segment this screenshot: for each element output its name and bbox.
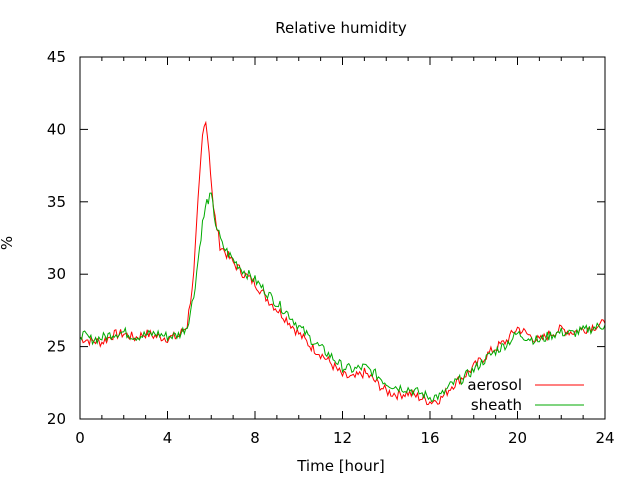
y-tick-label: 35 bbox=[47, 193, 66, 211]
chart-title: Relative humidity bbox=[275, 19, 407, 37]
x-tick-label: 12 bbox=[333, 429, 352, 447]
legend: aerosol sheath bbox=[467, 376, 584, 414]
y-tick-label: 25 bbox=[47, 338, 66, 356]
y-axis-label: % bbox=[0, 236, 16, 250]
x-tick-label: 16 bbox=[420, 429, 439, 447]
axis-ticks bbox=[79, 56, 606, 420]
y-tick-label: 45 bbox=[47, 48, 66, 66]
y-tick-label: 20 bbox=[47, 410, 66, 428]
y-tick-label: 40 bbox=[47, 120, 66, 138]
x-axis-label: Time [hour] bbox=[296, 457, 385, 475]
tick-labels: 0 4 8 12 16 20 24 20 25 30 35 40 45 bbox=[47, 48, 615, 447]
series-line-sheath bbox=[79, 192, 606, 403]
series-line-aerosol bbox=[79, 120, 606, 406]
x-tick-label: 20 bbox=[508, 429, 527, 447]
x-tick-label: 0 bbox=[75, 429, 85, 447]
x-tick-label: 24 bbox=[595, 429, 614, 447]
legend-label-aerosol: aerosol bbox=[467, 376, 522, 394]
legend-label-sheath: sheath bbox=[471, 396, 522, 414]
y-tick-label: 30 bbox=[47, 265, 66, 283]
plot-frame bbox=[79, 56, 606, 420]
x-tick-label: 8 bbox=[250, 429, 260, 447]
x-tick-label: 4 bbox=[163, 429, 173, 447]
series-lines bbox=[79, 120, 606, 406]
